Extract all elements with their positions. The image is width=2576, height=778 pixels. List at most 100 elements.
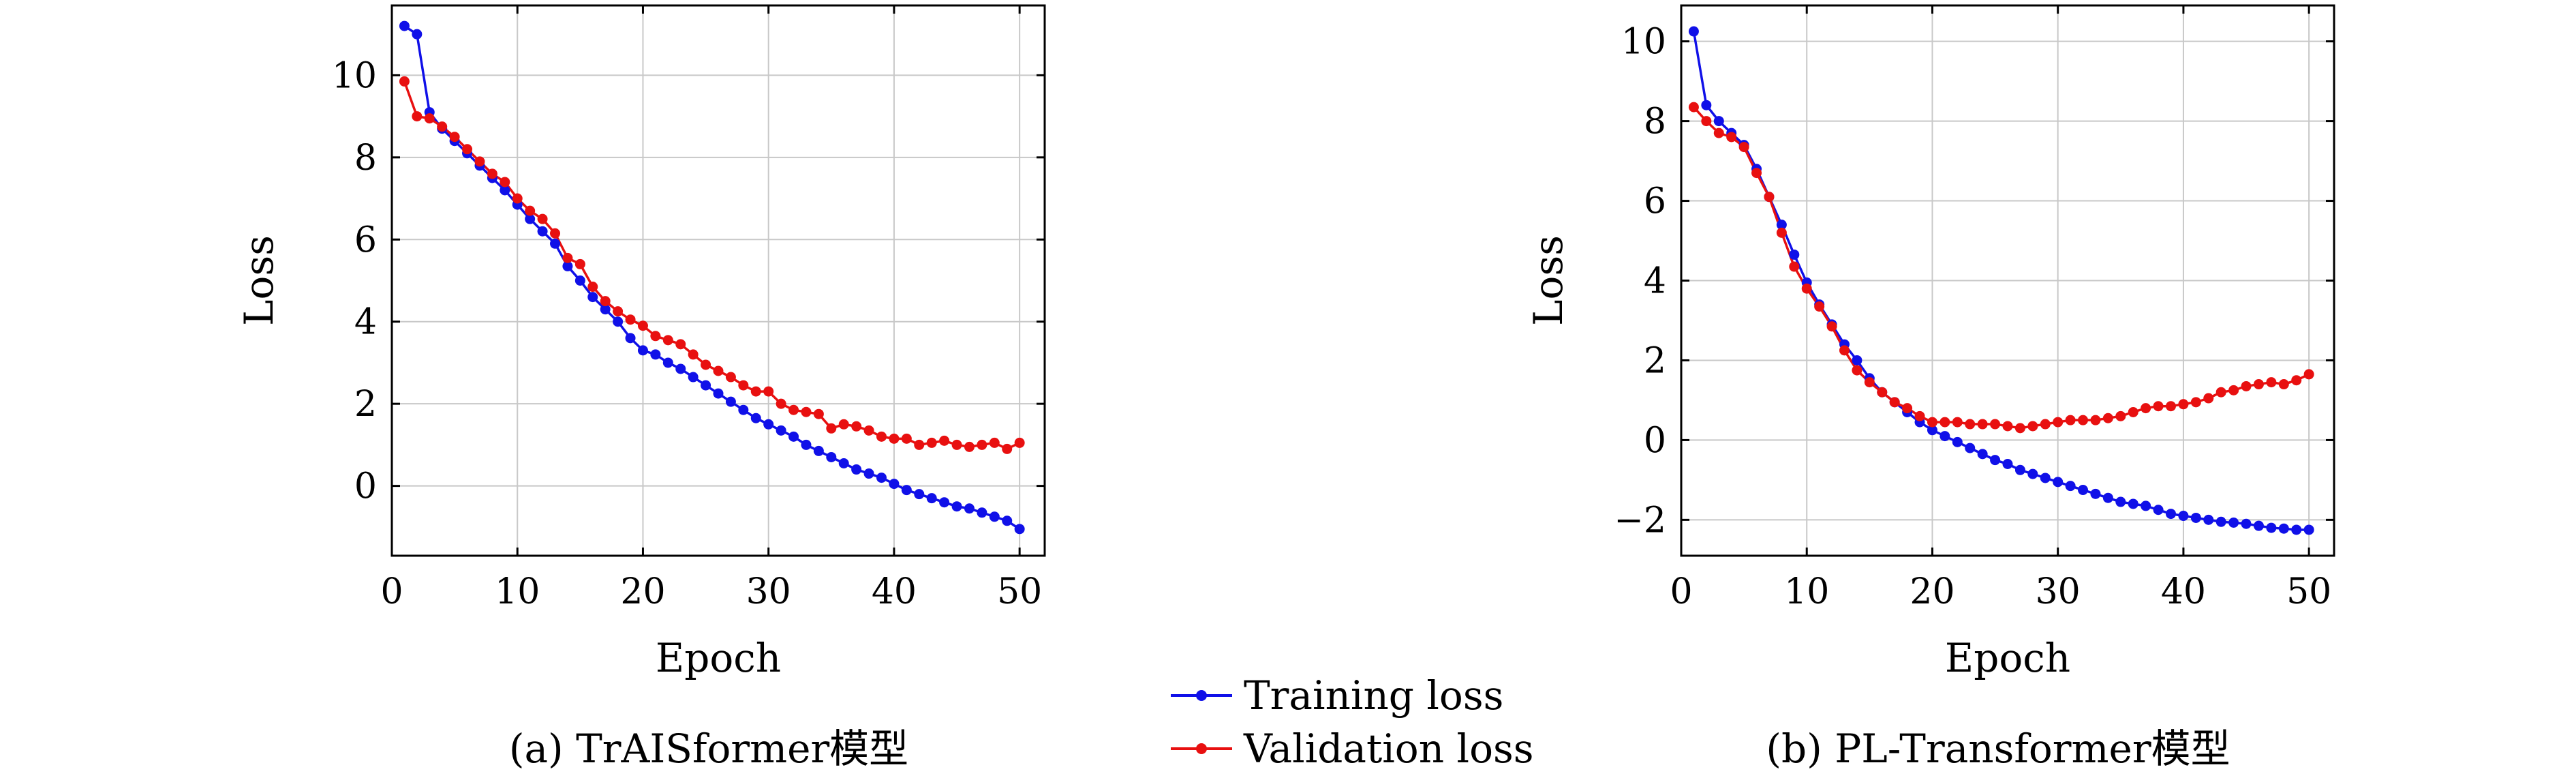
data-point-training (750, 413, 761, 423)
data-point-validation (701, 359, 711, 370)
x-tick-label: 40 (872, 571, 917, 612)
data-point-validation (2190, 397, 2201, 408)
series-markers (1688, 26, 2314, 535)
data-point-validation (1914, 410, 1925, 421)
data-point-training (2253, 520, 2264, 531)
data-point-validation (1839, 345, 1850, 356)
data-point-training (1002, 515, 1013, 526)
data-point-training (788, 431, 799, 442)
data-point-validation (1002, 443, 1013, 454)
data-point-validation (2178, 399, 2189, 410)
data-point-training (914, 489, 925, 500)
data-point-validation (801, 406, 812, 417)
data-point-training (2190, 512, 2201, 523)
data-point-validation (2203, 393, 2214, 404)
y-axis-label: Loss (1525, 235, 1571, 326)
data-point-training (600, 304, 611, 315)
data-point-validation (1965, 419, 1976, 430)
data-point-training (889, 479, 900, 490)
data-point-validation (901, 433, 912, 444)
data-point-validation (725, 372, 736, 383)
data-point-training (1952, 436, 1963, 447)
data-point-validation (2014, 423, 2025, 434)
data-point-validation (2141, 403, 2151, 414)
data-point-validation (675, 339, 686, 350)
data-point-validation (1826, 321, 1837, 332)
data-point-validation (625, 314, 636, 325)
data-point-training (701, 380, 711, 391)
data-point-validation (889, 433, 900, 444)
data-point-validation (1814, 301, 1825, 312)
data-point-training (2228, 517, 2239, 528)
series-markers (399, 20, 1025, 535)
data-point-validation (838, 419, 849, 430)
data-point-validation (1701, 116, 1712, 127)
data-point-validation (763, 386, 774, 397)
grid-lines (1681, 5, 2334, 556)
data-point-validation (813, 408, 824, 419)
data-point-validation (926, 437, 937, 448)
data-point-validation (914, 439, 925, 450)
data-point-validation (437, 121, 448, 132)
series-lines (403, 25, 1021, 530)
data-point-validation (738, 380, 749, 391)
data-point-validation (2278, 379, 2289, 390)
data-point-training (2027, 468, 2038, 479)
data-point-training (1939, 431, 1950, 442)
data-point-validation (977, 439, 987, 450)
data-point-validation (1927, 417, 1937, 428)
data-point-validation (1889, 397, 1900, 408)
data-point-training (2128, 498, 2138, 509)
data-point-training (587, 292, 598, 303)
x-tick-label: 20 (620, 571, 665, 612)
y-tick-label: 10 (1621, 22, 1666, 63)
data-point-training (688, 372, 699, 383)
x-tick-label: 50 (2286, 571, 2331, 612)
data-point-validation (688, 349, 699, 360)
data-point-training (863, 468, 874, 479)
data-point-validation (2002, 421, 2013, 432)
data-point-training (2166, 509, 2176, 520)
data-point-training (399, 20, 410, 31)
data-point-training (901, 485, 912, 496)
data-point-training (926, 493, 937, 504)
data-point-training (637, 345, 648, 356)
data-point-training (2153, 505, 2164, 515)
data-point-validation (424, 113, 435, 124)
data-point-training (2278, 523, 2289, 534)
y-tick-label: 4 (1644, 261, 1666, 302)
data-point-validation (1014, 437, 1025, 448)
data-point-validation (1738, 142, 1749, 153)
data-point-validation (2228, 385, 2239, 395)
data-point-training (826, 451, 837, 462)
y-tick-label: 2 (354, 384, 377, 425)
legend-marker-training (1196, 690, 1207, 701)
data-point-training (1014, 524, 1025, 535)
data-point-validation (2078, 415, 2089, 425)
series-line-validation (403, 80, 1020, 451)
data-point-training (2203, 514, 2214, 525)
data-point-validation (399, 76, 410, 87)
data-point-validation (1877, 387, 1888, 398)
y-tick-label: 0 (1644, 420, 1666, 461)
data-point-training (662, 357, 673, 368)
data-point-validation (449, 132, 460, 143)
data-point-validation (637, 320, 648, 331)
data-point-validation (662, 335, 673, 346)
series-line-training (403, 25, 1021, 530)
data-point-training (763, 419, 774, 430)
data-point-training (2002, 459, 2013, 469)
chart-caption: (a) TrAISformer模型 (509, 725, 908, 772)
data-point-training (2014, 464, 2025, 475)
data-point-training (613, 316, 624, 327)
data-point-validation (1852, 365, 1862, 376)
data-point-validation (2065, 415, 2076, 425)
chart-caption: (b) PL-Transformer模型 (1766, 725, 2230, 772)
data-point-validation (1764, 192, 1775, 203)
data-point-training (1977, 449, 1988, 460)
data-point-training (2141, 500, 2151, 511)
data-point-training (801, 439, 812, 450)
